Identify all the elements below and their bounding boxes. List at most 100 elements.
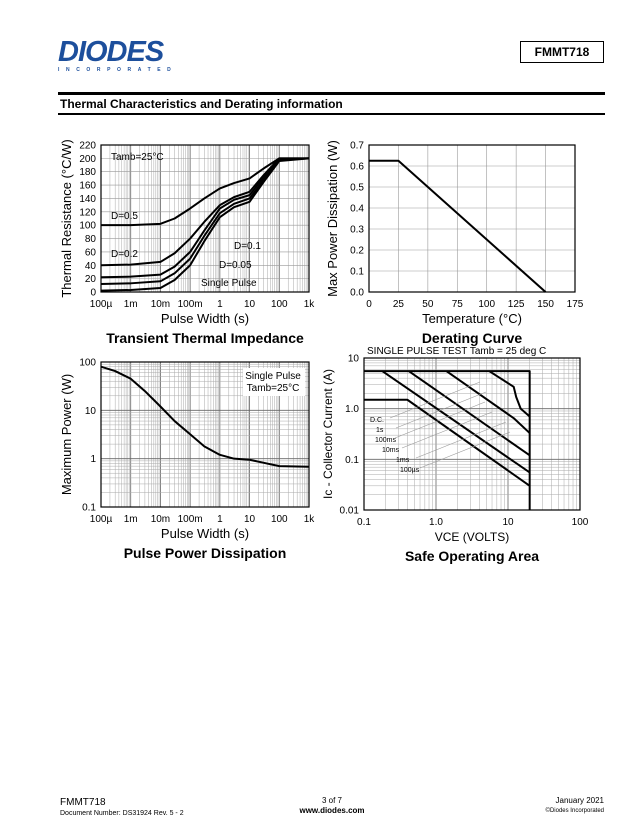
x-tick-label: 1k	[304, 514, 316, 525]
plot-frame	[100, 144, 310, 293]
x-tick-label: 100	[478, 299, 495, 310]
series-line-10ms	[445, 370, 531, 434]
chart-title: Safe Operating Area	[405, 548, 539, 564]
leader-line	[394, 401, 486, 439]
annotation-tamb: Tamb=25°C	[111, 152, 164, 163]
series-line-1ms	[488, 370, 531, 418]
leader-line	[415, 421, 507, 459]
x-tick-label: 75	[452, 299, 464, 310]
y-axis-label: Thermal Resistance (°C/W)	[59, 139, 74, 297]
part-number-box: FMMT718	[520, 41, 604, 63]
annotation-d01: D=0.1	[234, 241, 261, 252]
annotation-0: D.C.	[370, 417, 384, 424]
x-tick-label: 150	[537, 299, 554, 310]
chart-title: Transient Thermal Impedance	[106, 330, 304, 346]
annotation-2: 100ms	[375, 437, 397, 444]
x-tick-label: 100	[572, 517, 589, 528]
footer-copyright: ©Diodes Incorporated	[545, 808, 604, 814]
y-tick-label: 160	[79, 181, 96, 192]
y-tick-label: 0.1	[350, 267, 364, 278]
x-tick-label: 100	[271, 514, 288, 525]
y-tick-label: 0.1	[82, 503, 96, 514]
y-tick-label: 120	[79, 207, 96, 218]
leader-line	[395, 391, 487, 429]
annotation-d05: D=0.5	[111, 211, 138, 222]
annotation-tamb: Tamb=25°C	[247, 383, 300, 394]
y-tick-label: 140	[79, 194, 96, 205]
x-tick-label: 175	[567, 299, 584, 310]
x-tick-label: 10m	[151, 299, 170, 310]
leader-line	[401, 411, 493, 449]
y-tick-label: 0.2	[350, 246, 364, 257]
x-tick-label: 100	[271, 299, 288, 310]
x-tick-label: 10	[502, 517, 514, 528]
plot-frame	[368, 144, 576, 293]
footer-part: FMMT718	[60, 797, 106, 808]
chart-title: Derating Curve	[422, 330, 523, 346]
y-tick-label: 10	[85, 406, 97, 417]
x-tick-label: 100m	[178, 514, 203, 525]
series-line-d005	[100, 157, 310, 285]
section-title: Thermal Characteristics and Derating inf…	[60, 97, 343, 111]
x-tick-label: 1k	[304, 299, 316, 310]
y-tick-label: 20	[85, 274, 97, 285]
annotation-box	[243, 368, 305, 396]
annotation-single-pulse: Single Pulse	[201, 278, 257, 289]
series-line-1s	[381, 370, 531, 474]
y-tick-label: 100	[79, 221, 96, 232]
series-line-singlepulse	[100, 157, 310, 292]
leader-line	[419, 431, 511, 469]
y-tick-label: 80	[85, 234, 97, 245]
series-line-d01	[100, 157, 310, 279]
logo-subtext: INCORPORATED	[58, 67, 178, 73]
y-tick-label: 10	[348, 354, 360, 365]
x-tick-label: 1m	[124, 514, 138, 525]
y-axis-label: Ic - Collector Current (A)	[321, 369, 335, 499]
divider	[58, 113, 605, 115]
y-tick-label: 0.7	[350, 141, 364, 152]
annotation-1: 1s	[376, 427, 384, 434]
y-axis-label: Max Power Dissipation (W)	[325, 140, 340, 297]
y-tick-label: 0	[90, 288, 96, 299]
x-axis-label: VCE (VOLTS)	[435, 530, 509, 544]
x-tick-label: 10m	[151, 514, 170, 525]
y-tick-label: 1.0	[345, 404, 359, 415]
plot-frame	[100, 361, 310, 508]
series-line-100ms	[408, 370, 531, 457]
y-axis-label: Maximum Power (W)	[59, 374, 74, 495]
logo-text: DIODES	[58, 36, 164, 68]
series-line-singlepulse	[100, 365, 310, 468]
x-axis-label: Pulse Width (s)	[161, 311, 249, 326]
chart-subtitle: SINGLE PULSE TEST Tamb = 25 deg C	[367, 346, 546, 357]
divider	[58, 92, 605, 95]
y-tick-label: 1	[90, 454, 96, 465]
leader-line	[389, 381, 481, 419]
footer-date: January 2021	[555, 796, 604, 805]
y-tick-label: 0.3	[350, 225, 364, 236]
series-line-100s	[364, 370, 531, 510]
x-tick-label: 10	[244, 299, 256, 310]
x-tick-label: 1	[217, 299, 223, 310]
x-axis-label: Temperature (°C)	[422, 311, 522, 326]
chart-title: Pulse Power Dissipation	[124, 545, 287, 561]
y-tick-label: 180	[79, 167, 96, 178]
x-tick-label: 0.1	[357, 517, 371, 528]
footer-page: 3 of 7	[321, 796, 342, 805]
y-tick-label: 0.5	[350, 183, 364, 194]
annotation-4: 1ms	[396, 457, 410, 464]
x-tick-label: 25	[393, 299, 405, 310]
annotation-5: 100µs	[400, 467, 420, 474]
y-tick-label: 220	[79, 141, 96, 152]
plot-frame	[363, 357, 581, 511]
annotation-d005: D=0.05	[219, 260, 252, 271]
footer-doc-number: Document Number: DS31924 Rev. 5 - 2	[60, 810, 184, 817]
y-tick-label: 100	[79, 358, 96, 369]
footer-website[interactable]: www.diodes.com	[299, 806, 365, 815]
annotation-d02: D=0.2	[111, 249, 138, 260]
diodes-logo: DIODES INCORPORATED	[58, 36, 178, 74]
y-tick-label: 0.01	[340, 506, 360, 517]
series-line-dc	[364, 398, 531, 487]
y-tick-label: 0.4	[350, 204, 364, 215]
